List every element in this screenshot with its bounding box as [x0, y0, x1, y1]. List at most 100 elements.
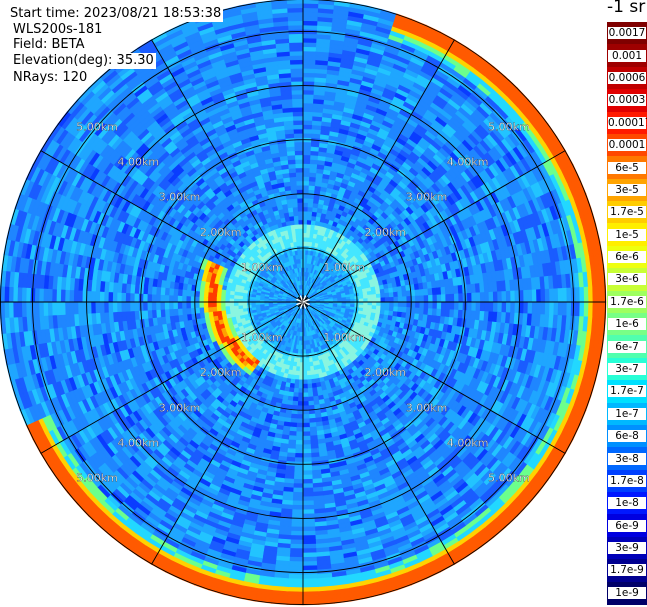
ppi-cell	[302, 124, 313, 130]
ppi-cell	[302, 405, 310, 411]
ppi-cell	[579, 301, 585, 318]
ppi-cell	[291, 504, 304, 511]
ppi-cell	[393, 291, 399, 298]
ppi-cell	[371, 301, 377, 307]
ppi-cell	[466, 292, 473, 303]
ppi-cell	[293, 470, 304, 476]
ppi-cell	[440, 294, 447, 303]
ppi-cell	[292, 483, 304, 489]
ppi-cell	[415, 295, 421, 303]
ppi-cell	[510, 301, 516, 314]
ppi-cell	[431, 287, 438, 296]
ppi-cell	[401, 306, 408, 314]
ppi-cell	[302, 46, 317, 52]
ppi-cell	[302, 487, 314, 493]
ppi-cell	[302, 33, 318, 39]
ppi-cell	[287, 595, 304, 602]
ppi-cell	[307, 392, 314, 398]
ppi-cell	[389, 301, 395, 308]
ppi-cell	[302, 98, 314, 104]
ppi-cell	[292, 392, 299, 398]
ppi-cell	[302, 111, 314, 117]
ppi-cell	[587, 286, 594, 303]
ppi-cell	[302, 215, 308, 221]
ppi-cell	[562, 301, 568, 317]
ppi-cell	[302, 565, 318, 571]
ppi-cell	[574, 287, 581, 303]
ppi-cell	[298, 370, 304, 376]
ppi-cell	[402, 296, 408, 303]
ppi-cell	[302, 586, 319, 593]
ppi-cell	[449, 301, 455, 311]
ppi-cell	[302, 232, 307, 238]
ppi-cell	[523, 301, 529, 315]
ppi-cell	[536, 301, 542, 315]
ppi-cell	[291, 509, 304, 515]
ppi-cell	[432, 294, 438, 303]
ppi-cell	[309, 167, 318, 174]
ppi-cell	[302, 219, 308, 225]
ppi-cell	[302, 439, 311, 446]
ppi-cell	[296, 405, 304, 411]
ppi-cell	[295, 431, 304, 437]
ppi-cell	[501, 301, 507, 313]
ppi-cell	[302, 539, 317, 545]
ppi-cell	[514, 301, 520, 314]
ppi-cell	[302, 379, 308, 385]
ppi-cell	[307, 210, 313, 217]
ppi-cell	[302, 552, 317, 558]
ppi-cell	[302, 435, 311, 441]
ppi-cell	[527, 301, 533, 315]
ppi-cell	[445, 301, 451, 311]
ppi-cell	[488, 291, 494, 303]
ppi-cell	[479, 301, 486, 312]
ppi-cell	[302, 543, 317, 550]
ppi-cell	[302, 573, 318, 580]
ppi-cell	[415, 301, 421, 309]
ppi-cell	[419, 301, 425, 309]
ppi-cell	[302, 59, 317, 65]
ppi-cell	[289, 552, 304, 558]
ppi-cell	[290, 522, 304, 528]
ppi-cell	[302, 184, 310, 190]
ppi-cell	[380, 301, 386, 307]
ppi-cell	[293, 387, 299, 394]
ppi-cell	[288, 573, 304, 580]
ppi-cell	[302, 176, 310, 182]
ppi-cell	[397, 306, 403, 313]
ppi-cell	[302, 370, 308, 376]
ppi-cell	[302, 145, 312, 152]
ppi-cell	[302, 452, 312, 459]
ppi-cell	[384, 297, 390, 303]
ppi-cell	[302, 530, 316, 537]
ppi-cell	[302, 50, 317, 56]
ppi-cell	[302, 85, 315, 91]
ppi-cell	[302, 509, 315, 515]
ppi-cell	[289, 539, 304, 545]
ppi-cell	[362, 294, 369, 300]
ppi-cell	[302, 448, 312, 454]
ppi-cell	[295, 427, 304, 433]
ppi-cell	[536, 289, 542, 303]
ppi-cell	[302, 236, 307, 242]
ppi-cell	[297, 401, 304, 407]
ppi-cell	[587, 301, 594, 318]
ppi-cell	[440, 301, 447, 310]
ppi-cell	[306, 366, 311, 372]
ppi-cell	[592, 301, 598, 318]
ppi-cell	[291, 400, 299, 407]
ppi-cell	[557, 301, 564, 316]
ppi-cell	[299, 362, 304, 368]
ppi-cell	[292, 500, 304, 506]
ppi-cell	[527, 289, 533, 303]
ppi-cell	[288, 430, 297, 437]
ppi-cell	[302, 41, 317, 48]
ppi-cell	[302, 102, 314, 108]
ppi-cell	[497, 301, 503, 313]
ppi-cell	[514, 290, 520, 303]
ppi-cell	[306, 370, 312, 376]
ppi-cell	[566, 301, 572, 317]
ppi-cell	[410, 295, 416, 303]
ppi-cell	[397, 291, 403, 298]
ppi-cell	[302, 561, 318, 567]
